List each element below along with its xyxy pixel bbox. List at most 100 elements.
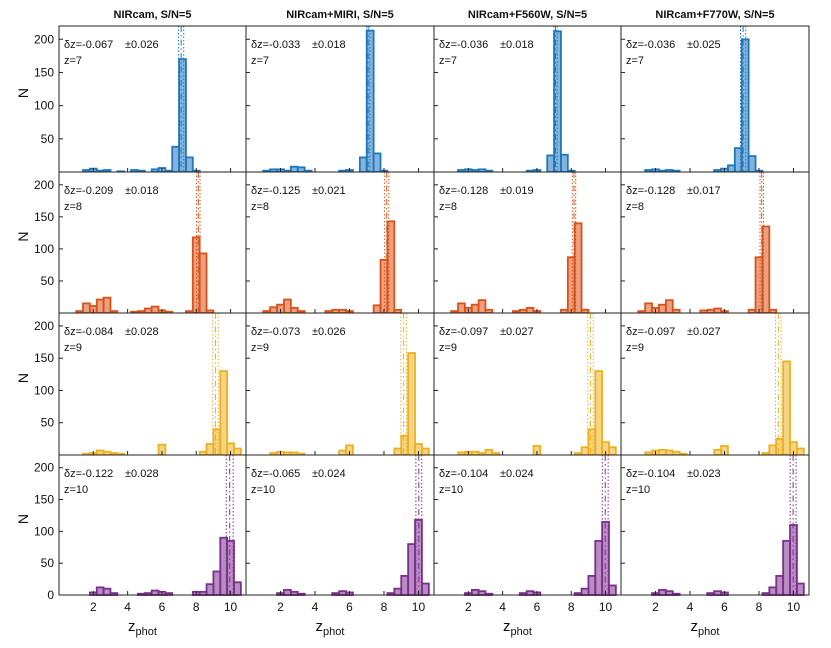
histogram-bar xyxy=(658,303,667,314)
histogram-bar xyxy=(219,370,229,456)
histogram-bar xyxy=(573,222,583,314)
delta-z-label: δz=-0.128 xyxy=(626,185,675,197)
histogram-bar xyxy=(372,152,382,173)
column-title: NIRcam+F770W, S/N=5 xyxy=(655,9,774,21)
histogram-bar xyxy=(713,448,722,456)
histogram-bar xyxy=(768,586,778,596)
y-tick-label: 200 xyxy=(34,178,54,192)
delta-z-error-label: ±0.026 xyxy=(125,39,159,51)
panel-frame xyxy=(620,454,810,596)
histogram-bar xyxy=(594,540,604,596)
y-tick-label: 50 xyxy=(41,556,55,570)
delta-z-label: δz=-0.036 xyxy=(626,39,675,51)
x-axis-label-main: z xyxy=(691,618,699,635)
histogram-bar xyxy=(775,437,785,456)
histogram-panel: δz=-0.104 ±0.024 z=10 2 4 6 8 10 xyxy=(433,454,622,614)
histogram-panel: δz=-0.209 ±0.018 z=8 50 100 150 200 xyxy=(34,171,247,314)
histogram-bar xyxy=(171,145,180,173)
x-tick-label: 10 xyxy=(224,600,238,614)
delta-z-label: δz=-0.104 xyxy=(626,468,675,480)
y-axis-label: N xyxy=(15,514,31,524)
x-axis-label: zphot xyxy=(128,618,157,638)
panel-background xyxy=(246,313,434,455)
redshift-row-label: z=7 xyxy=(64,55,82,67)
histogram-bar xyxy=(150,305,160,314)
histogram-bar xyxy=(296,166,306,173)
histogram-bar xyxy=(594,370,604,456)
panel-background xyxy=(246,455,434,595)
x-tick-label: 10 xyxy=(787,600,801,614)
histogram-bar xyxy=(393,587,403,596)
column-title: NIRcam+MIRI, S/N=5 xyxy=(286,9,394,21)
panel-background xyxy=(621,26,809,172)
x-tick-label: 6 xyxy=(534,600,541,614)
histogram-panel: δz=-0.084 ±0.028 z=9 50 100 150 200 xyxy=(34,312,247,456)
histogram-bar xyxy=(338,590,347,596)
histogram-bar xyxy=(484,448,494,456)
delta-z-error-label: ±0.026 xyxy=(312,326,346,338)
panel-background xyxy=(434,172,621,313)
histogram-bar xyxy=(525,306,535,314)
histogram-panel: δz=-0.097 ±0.027 z=9 xyxy=(620,312,810,456)
histogram-bar xyxy=(470,589,480,596)
delta-z-error-label: ±0.018 xyxy=(500,39,534,51)
histogram-bar xyxy=(457,302,466,314)
x-tick-label: 4 xyxy=(687,600,694,614)
delta-z-label: δz=-0.065 xyxy=(251,468,300,480)
column-titles: NIRcam, S/N=5 NIRcam+MIRI, S/N=5 NIRcam+F5… xyxy=(114,9,775,21)
histogram-panel: δz=-0.036 ±0.025 z=7 xyxy=(620,25,810,173)
delta-z-error-label: ±0.019 xyxy=(500,185,534,197)
redshift-row-label: z=10 xyxy=(626,484,650,496)
delta-z-error-label: ±0.021 xyxy=(312,185,346,197)
x-tick-label: 8 xyxy=(381,600,388,614)
histogram-bar xyxy=(713,307,722,314)
y-tick-label: 150 xyxy=(34,351,54,365)
x-axis-label: zphot xyxy=(691,618,720,638)
histogram-bar xyxy=(185,156,194,173)
delta-z-error-label: ±0.024 xyxy=(312,468,346,480)
histogram-bar xyxy=(421,447,430,456)
column-title: NIRcam+F560W, S/N=5 xyxy=(468,9,587,21)
redshift-row-label: z=9 xyxy=(439,342,457,354)
histogram-panel: δz=-0.128 ±0.019 z=8 xyxy=(433,171,622,314)
histogram-bar xyxy=(477,299,487,314)
histogram-bar xyxy=(102,587,112,596)
delta-z-error-label: ±0.024 xyxy=(500,468,534,480)
histogram-bar xyxy=(644,302,653,314)
histogram-bar xyxy=(525,590,535,596)
panel-background xyxy=(246,172,434,313)
panel-background xyxy=(434,455,621,595)
column-title: NIRcam, S/N=5 xyxy=(114,9,192,21)
histogram-bar xyxy=(393,447,403,456)
x-tick-label: 8 xyxy=(756,600,763,614)
y-tick-label: 150 xyxy=(34,65,54,79)
delta-z-label: δz=-0.067 xyxy=(64,39,113,51)
histogram-bar xyxy=(205,583,215,596)
histogram-panel: δz=-0.097 ±0.027 z=9 xyxy=(433,312,622,456)
redshift-row-label: z=8 xyxy=(64,201,82,213)
delta-z-label: δz=-0.097 xyxy=(439,326,488,338)
histogram-bar xyxy=(658,589,667,596)
panel-background xyxy=(434,26,621,172)
redshift-row-label: z=8 xyxy=(439,201,457,213)
histogram-panel: δz=-0.122 ±0.028 z=10 0 50 100 150 200 2 4 6 8 10 xyxy=(34,454,247,614)
delta-z-label: δz=-0.128 xyxy=(439,185,488,197)
x-tick-label: 2 xyxy=(277,600,284,614)
histogram-bar xyxy=(358,156,368,173)
x-axis-label-subscript: phot xyxy=(136,626,157,638)
histogram-bar xyxy=(407,543,416,596)
delta-z-label: δz=-0.104 xyxy=(439,468,488,480)
histogram-bar xyxy=(608,584,617,596)
histogram-panel: δz=-0.104 ±0.023 z=10 2 4 6 8 10 xyxy=(620,454,810,614)
y-tick-label: 0 xyxy=(47,588,54,602)
histogram-bar xyxy=(546,154,555,173)
histogram-panel: δz=-0.128 ±0.017 z=8 xyxy=(620,171,810,314)
x-tick-label: 2 xyxy=(652,600,659,614)
y-tick-label: 100 xyxy=(34,99,54,113)
histogram-bar xyxy=(664,449,674,456)
y-tick-label: 100 xyxy=(34,524,54,538)
histogram-bar xyxy=(782,540,791,596)
y-tick-label: 100 xyxy=(34,383,54,397)
